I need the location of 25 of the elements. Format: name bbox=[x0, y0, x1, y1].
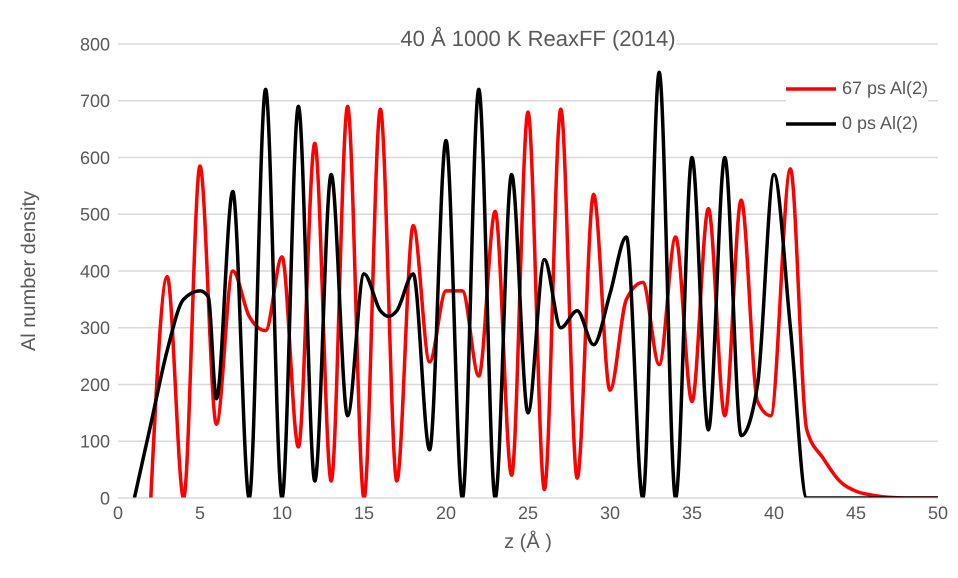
x-tick-label: 30 bbox=[600, 502, 620, 523]
y-tick-label: 800 bbox=[80, 34, 110, 54]
x-tick-label: 25 bbox=[518, 502, 538, 523]
y-tick-label: 400 bbox=[80, 261, 110, 282]
y-tick-label: 200 bbox=[80, 374, 110, 395]
x-tick-label: 35 bbox=[682, 502, 702, 523]
x-tick-label: 0 bbox=[112, 502, 124, 523]
x-tick-label: 15 bbox=[354, 502, 374, 523]
legend-label: 0 ps Al(2) bbox=[842, 113, 918, 134]
y-tick-label: 700 bbox=[80, 91, 110, 112]
y-tick-label: 300 bbox=[80, 318, 110, 338]
x-axis-title: z (Å ) bbox=[504, 530, 552, 553]
x-tick-label: 45 bbox=[846, 502, 866, 523]
x-tick-label: 10 bbox=[272, 502, 292, 523]
x-tick-label: 50 bbox=[928, 502, 948, 523]
x-tick-label: 20 bbox=[436, 502, 456, 523]
y-axis-title: Al number density bbox=[18, 190, 40, 352]
x-tick-label: 40 bbox=[764, 502, 784, 523]
y-tick-label: 600 bbox=[80, 148, 110, 168]
legend-label: 67 ps Al(2) bbox=[842, 78, 928, 99]
y-tick-label: 0 bbox=[100, 488, 110, 508]
chart-title: 40 Å 1000 K ReaxFF (2014) bbox=[400, 26, 676, 51]
y-tick-label: 100 bbox=[80, 432, 110, 452]
y-tick-label: 500 bbox=[80, 204, 110, 225]
x-tick-label: 5 bbox=[194, 502, 206, 523]
